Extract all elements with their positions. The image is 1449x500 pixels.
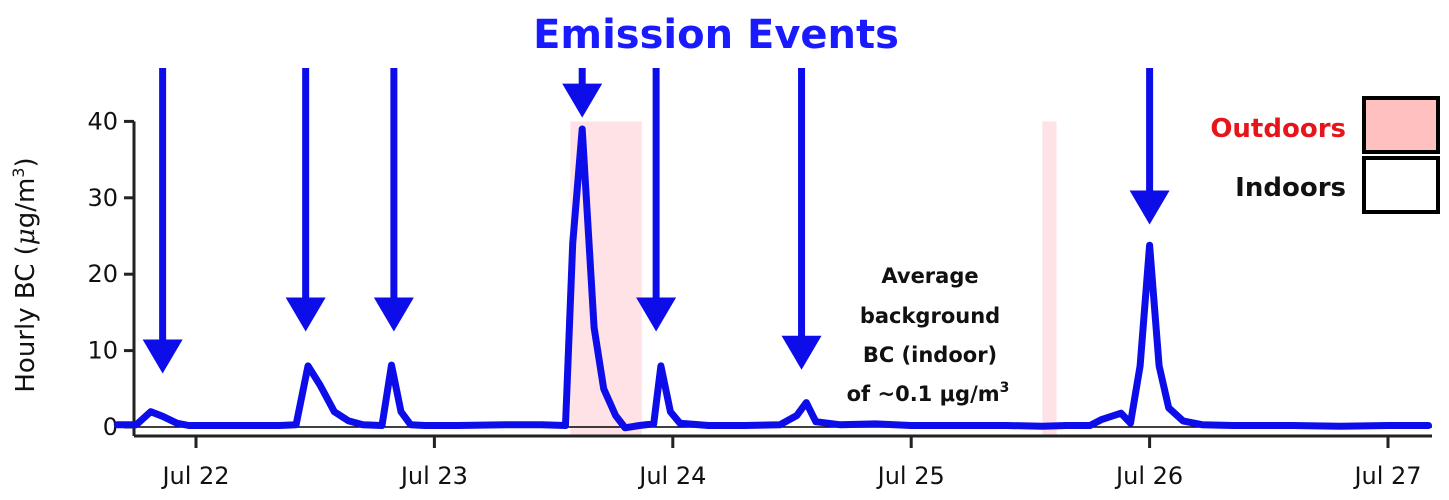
annotation-sup: 3 (1000, 380, 1010, 396)
x-tick-label-26: Jul 26 (1114, 462, 1183, 490)
x-ticks: Jul 22 Jul 23 Jul 24 Jul 25 Jul 26 Jul 27 (160, 436, 1422, 490)
annotation-line-4-text: of ~0.1 μg/m (847, 382, 1000, 406)
y-tick-label-10: 10 (87, 337, 118, 365)
legend: Outdoors Indoors (1210, 96, 1440, 214)
y-tick-label-40: 40 (87, 107, 118, 135)
event-arrow-head-1 (285, 297, 326, 332)
legend-swatch-indoors (1362, 156, 1440, 214)
axes (132, 121, 1432, 438)
y-tick-label-30: 30 (87, 184, 118, 212)
x-tick-label-24: Jul 24 (637, 462, 706, 490)
annotation-line-1: Average (881, 264, 978, 288)
y-label-sup: 3 (9, 168, 28, 178)
event-arrow-head-6 (1129, 190, 1170, 225)
legend-label-indoors: Indoors (1235, 173, 1346, 203)
annotation-line-4: of ~0.1 μg/m3 (847, 380, 1010, 406)
x-tick-label-22: Jul 22 (160, 462, 229, 490)
series (113, 125, 1432, 432)
event-arrow-head-5 (781, 335, 822, 370)
y-tick-label-0: 0 (103, 413, 118, 441)
legend-swatch-outdoors (1362, 96, 1440, 154)
y-label-close: ) (11, 157, 41, 167)
outdoor-period-1 (1042, 121, 1057, 437)
x-tick-label-27: Jul 27 (1352, 462, 1421, 490)
y-ticks: 0 10 20 30 40 (87, 107, 134, 441)
y-tick-label-20: 20 (87, 260, 118, 288)
y-label-main: Hourly BC ( (11, 245, 41, 392)
y-axis-label: Hourly BC (μg/m3) (9, 157, 41, 392)
y-label-unit: g/m (11, 178, 41, 229)
x-tick-label-25: Jul 25 (876, 462, 945, 490)
background-annotation: Average background BC (indoor) of ~0.1 μ… (847, 264, 1010, 406)
series-line-0 (113, 125, 1432, 432)
event-arrow-head-2 (373, 297, 414, 332)
annotation-line-2: background (860, 304, 1000, 328)
y-label-mu: μ (11, 228, 41, 245)
event-arrow-head-0 (142, 339, 183, 374)
event-arrow-head-4 (636, 297, 677, 332)
emission-event-arrows (142, 68, 1170, 374)
chart-title: Emission Events (533, 12, 899, 58)
annotation-line-3: BC (indoor) (863, 343, 997, 367)
legend-label-outdoors: Outdoors (1210, 114, 1346, 144)
event-arrow-head-3 (562, 83, 603, 118)
x-tick-label-23: Jul 23 (399, 462, 468, 490)
